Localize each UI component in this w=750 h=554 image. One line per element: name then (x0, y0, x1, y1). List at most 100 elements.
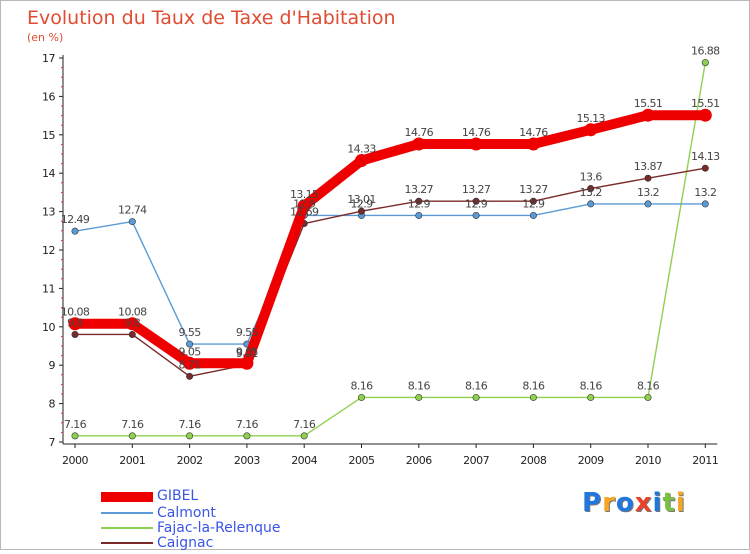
series-layer (68, 59, 712, 440)
data-point-gibel (698, 108, 712, 122)
series-line-fajac-la-relenque (74, 61, 706, 437)
logo-letter: i (675, 488, 686, 518)
data-label-fajac-la-relenque: 8.16 (350, 379, 373, 392)
y-tick-label: 13 (42, 206, 55, 219)
data-label-caignac: 13.6 (580, 171, 603, 184)
legend-swatch-gibel (101, 492, 153, 502)
data-label-calmont: 12.9 (465, 197, 488, 210)
data-label-calmont: 13.2 (637, 186, 659, 199)
data-label-caignac: 13.27 (462, 183, 491, 196)
data-point-gibel (240, 356, 254, 370)
chart-subtitle: (en %) (27, 31, 64, 44)
data-point-calmont (186, 340, 194, 348)
logo-letter: t (662, 488, 676, 518)
data-point-gibel (125, 317, 139, 331)
data-label-calmont: 12.74 (118, 204, 147, 217)
data-point-fajac-la-relenque (701, 59, 709, 67)
data-label-fajac-la-relenque: 8.16 (465, 379, 488, 392)
x-tick-label: 2003 (234, 454, 260, 467)
data-label-gibel: 14.33 (347, 143, 376, 156)
series-line-caignac (74, 167, 706, 378)
data-label-gibel: 14.76 (405, 126, 434, 139)
data-point-caignac (472, 197, 480, 205)
x-tick-label: 2006 (406, 454, 432, 467)
y-tick-label: 10 (42, 321, 55, 334)
data-label-gibel: 15.51 (691, 97, 720, 110)
data-point-gibel (68, 317, 82, 331)
x-tick-label: 2010 (635, 454, 661, 467)
axes: 7 8 9 10 11 12 13 14 15 16 17 2000 2001 2002 2003 2004 2… (42, 52, 719, 467)
data-label-caignac: 9.8 (124, 316, 140, 329)
data-labels-layer: 10.08 10.08 9.05 9.05 13.15 14.33 14.76 14.76 14… (61, 45, 721, 431)
data-point-fajac-la-relenque (415, 393, 423, 401)
data-label-caignac: 13.27 (519, 183, 548, 196)
data-label-calmont: 9.55 (236, 326, 259, 339)
x-tick-label: 2008 (520, 454, 546, 467)
legend-label-gibel: GIBEL (157, 488, 199, 504)
data-label-caignac: 9.8 (67, 316, 83, 329)
data-label-fajac-la-relenque: 16.88 (691, 45, 720, 58)
data-point-caignac (701, 164, 709, 172)
data-point-gibel (584, 123, 598, 137)
data-label-calmont: 12.9 (408, 197, 431, 210)
legend-label-caignac: Caignac (157, 535, 214, 551)
data-point-gibel (183, 356, 197, 370)
data-label-fajac-la-relenque: 8.16 (580, 379, 603, 392)
data-point-fajac-la-relenque (300, 432, 308, 440)
data-label-fajac-la-relenque: 7.16 (236, 418, 259, 431)
data-point-fajac-la-relenque (472, 393, 480, 401)
data-point-fajac-la-relenque (357, 393, 365, 401)
data-label-gibel: 15.13 (576, 112, 605, 125)
data-point-gibel (297, 199, 311, 213)
logo-letter: o (615, 488, 635, 518)
data-label-caignac: 13.01 (347, 193, 376, 206)
data-point-caignac (186, 372, 194, 380)
data-point-caignac (128, 330, 136, 338)
y-tick-label: 9 (49, 359, 56, 372)
data-point-calmont (415, 211, 423, 219)
data-label-gibel: 10.08 (118, 306, 147, 319)
x-tick-label: 2002 (177, 454, 203, 467)
data-point-fajac-la-relenque (128, 432, 136, 440)
data-label-fajac-la-relenque: 7.16 (121, 418, 144, 431)
data-label-calmont: 13.2 (580, 186, 602, 199)
data-label-fajac-la-relenque: 8.16 (522, 379, 545, 392)
logo-letter: i (652, 488, 663, 518)
data-label-gibel: 9.05 (179, 345, 202, 358)
data-point-calmont (472, 211, 480, 219)
data-label-fajac-la-relenque: 7.16 (179, 418, 202, 431)
x-tick-label: 2009 (578, 454, 604, 467)
y-tick-label: 16 (42, 90, 55, 103)
x-tick-label: 2011 (692, 454, 718, 467)
x-tick-label: 2001 (119, 454, 145, 467)
x-tick-label: 2004 (291, 454, 317, 467)
data-point-fajac-la-relenque (186, 432, 194, 440)
legend-swatch-calmont (101, 512, 153, 514)
x-tick-label: 2000 (62, 454, 88, 467)
data-label-calmont: 12.9 (522, 197, 545, 210)
data-point-calmont (587, 200, 595, 208)
data-point-caignac (415, 197, 423, 205)
legend-label-fajac: Fajac-la-Relenque (157, 520, 281, 536)
data-point-calmont (701, 200, 709, 208)
data-label-calmont: 9.55 (179, 326, 202, 339)
data-point-gibel (469, 137, 483, 151)
y-tick-label: 7 (49, 436, 56, 449)
data-label-calmont: 13.2 (694, 186, 716, 199)
x-tick-label: 2007 (463, 454, 489, 467)
data-point-caignac (71, 330, 79, 338)
logo-letter: P (582, 488, 603, 518)
data-point-calmont (529, 211, 537, 219)
data-label-fajac-la-relenque: 7.16 (293, 418, 316, 431)
data-label-calmont: 12.9 (293, 197, 316, 210)
data-label-caignac: 14.13 (691, 150, 720, 163)
data-label-gibel: 9.05 (236, 345, 259, 358)
y-tick-label: 14 (42, 167, 55, 180)
data-label-caignac: 12.69 (290, 206, 319, 219)
y-tick-label: 8 (49, 398, 56, 411)
proxiti-logo: Proxiti (582, 488, 686, 518)
data-label-fajac-la-relenque: 8.16 (637, 379, 660, 392)
data-point-fajac-la-relenque (529, 393, 537, 401)
legend-label-calmont: Calmont (157, 505, 216, 521)
